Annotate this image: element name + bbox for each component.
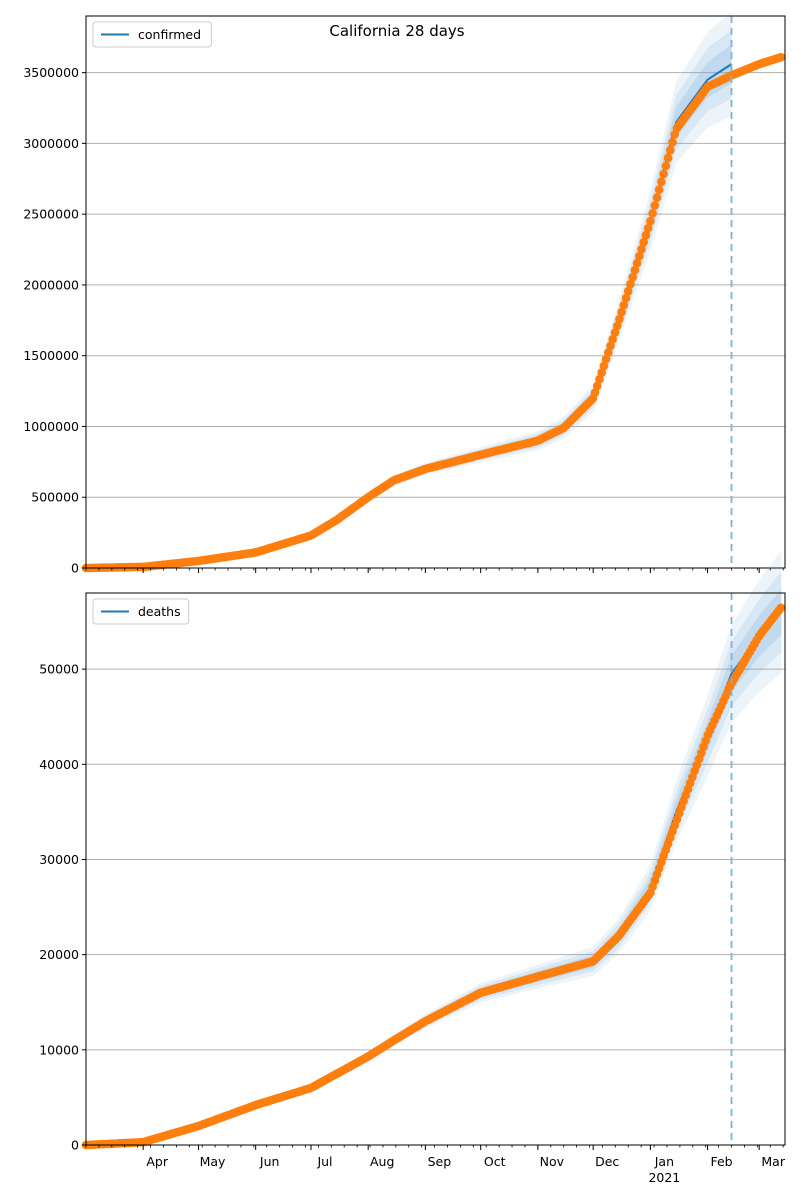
y-tick-label: 30000 [39,852,79,867]
observed-point [623,286,633,296]
y-tick-label: 50000 [39,662,79,677]
observed-point [635,251,644,261]
observed-point [604,348,613,357]
observed-point [663,153,673,163]
observed-point [621,293,631,303]
y-tick-label: 3500000 [23,65,79,80]
observed-point [595,374,604,384]
y-tick-label: 2000000 [23,277,79,292]
legend-label: deaths [138,604,181,619]
x-tick-label: Feb [710,1154,732,1169]
observed-point [592,381,602,391]
y-tick-label: 0 [71,561,79,576]
y-tick-label: 20000 [39,947,79,962]
observed-point [615,314,624,324]
observed-point [650,201,660,210]
legend: deaths [92,598,190,625]
observed-point [599,361,609,371]
observed-point [619,300,629,310]
x-tick-label: Sep [428,1154,452,1169]
deaths-model-line [85,611,783,1146]
observed-point [648,209,657,218]
observed-point [637,244,646,254]
x-tick-label: Jan [654,1154,674,1169]
uncertainty-band [86,44,732,569]
legend-label: confirmed [138,27,201,42]
axes-frame [85,15,786,569]
x-tick-label: Jun [259,1154,280,1169]
x-tick-label: Aug [370,1154,394,1169]
observed-point [612,321,622,331]
observed-point [641,230,651,240]
observed-point [626,279,635,289]
observed-point [601,354,611,364]
y-tick-label: 1500000 [23,348,79,363]
observed-point [628,272,637,282]
observed-point [590,388,600,397]
y-tick-label: 0 [71,1138,79,1153]
observed-point [654,185,664,194]
confirmed-panel: 0 500000 1000000 1500000 2000000 2500000 30000… [23,12,786,576]
observed-point [646,216,655,226]
observed-point [639,237,648,247]
x-tick-label: Nov [540,1154,565,1169]
legend-box [92,21,212,48]
observed-point [632,258,642,268]
uncertainty-band [86,29,732,568]
deaths-panel: 0 10000 20000 30000 40000 50000 Apr May Jun Jul Au… [39,550,786,1185]
y-tick-label: 1000000 [23,419,79,434]
x-tick-label: Apr [146,1154,168,1169]
uncertainty-band [86,571,782,1145]
observed-point [643,223,653,233]
x-tick-label: Mar [761,1154,785,1169]
y-tick-label: 2500000 [23,207,79,222]
x-tick-label: Dec [595,1154,619,1169]
observed-point [606,341,615,351]
figure-title: California 28 days [329,22,464,40]
observed-point [610,328,620,337]
observed-point [668,138,677,147]
y-tick-label: 40000 [39,757,79,772]
confirmed-model-line [85,63,733,569]
observed-point [630,265,640,275]
uncertainty-band [86,550,782,1145]
observed-point [661,161,671,171]
observed-point [652,193,662,202]
observed-point [657,177,666,187]
y-tick-label: 10000 [39,1042,79,1057]
axes-frame [85,592,786,1146]
observed-point [776,603,786,613]
x-tick-label: May [200,1154,226,1169]
observed-point [617,307,626,317]
legend: confirmed [92,21,212,48]
observed-point [666,146,675,155]
x-year-label: 2021 [648,1170,680,1185]
observed-point [597,368,606,377]
y-tick-label: 500000 [31,490,79,505]
observed-point [608,334,617,344]
observed-point [659,169,668,179]
y-tick-label: 3000000 [23,136,79,151]
uncertainty-band [86,12,732,569]
uncertainty-band [86,589,782,1145]
legend-box [92,598,190,625]
x-tick-label: Oct [484,1154,506,1169]
observed-point [776,52,786,62]
x-tick-label: Jul [316,1154,332,1169]
